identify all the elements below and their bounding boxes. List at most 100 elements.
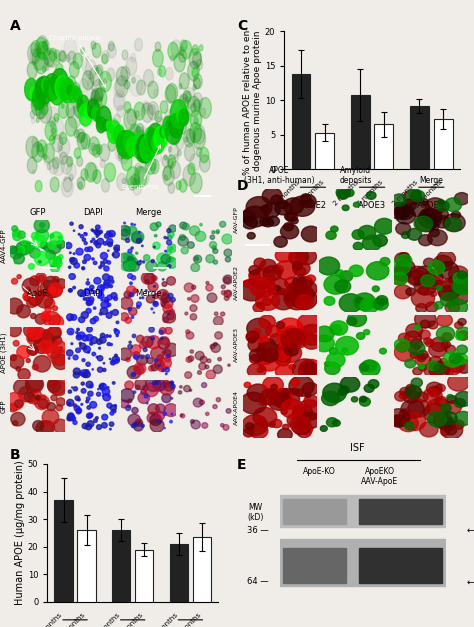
Circle shape: [87, 327, 92, 332]
Circle shape: [80, 343, 86, 349]
Circle shape: [110, 405, 116, 411]
Circle shape: [162, 394, 171, 403]
Circle shape: [47, 346, 60, 359]
Circle shape: [82, 267, 85, 270]
Circle shape: [73, 387, 78, 391]
Circle shape: [123, 131, 136, 152]
Circle shape: [180, 40, 187, 51]
Circle shape: [118, 130, 136, 159]
Circle shape: [27, 345, 38, 356]
Circle shape: [451, 211, 461, 219]
Circle shape: [99, 71, 111, 92]
Circle shape: [141, 272, 155, 284]
Circle shape: [164, 428, 165, 429]
Circle shape: [148, 81, 158, 98]
Circle shape: [88, 297, 94, 302]
Circle shape: [434, 413, 453, 428]
Circle shape: [179, 94, 189, 110]
Circle shape: [137, 335, 144, 342]
Circle shape: [48, 241, 56, 249]
Circle shape: [145, 155, 156, 174]
Circle shape: [289, 249, 309, 265]
Circle shape: [48, 50, 51, 55]
Circle shape: [71, 315, 77, 320]
Circle shape: [410, 191, 425, 202]
Circle shape: [103, 384, 104, 385]
Circle shape: [36, 104, 45, 119]
Circle shape: [38, 275, 45, 281]
Bar: [192, 537, 211, 602]
Circle shape: [213, 404, 217, 409]
Circle shape: [416, 303, 427, 313]
Circle shape: [453, 420, 464, 429]
Circle shape: [162, 125, 170, 137]
Circle shape: [143, 348, 147, 352]
Circle shape: [267, 216, 279, 226]
Circle shape: [399, 333, 410, 342]
Circle shape: [299, 424, 313, 435]
Circle shape: [69, 174, 73, 181]
Circle shape: [188, 61, 199, 81]
Circle shape: [92, 369, 93, 370]
Circle shape: [37, 140, 47, 157]
Circle shape: [228, 364, 230, 366]
Circle shape: [193, 74, 202, 89]
Text: Merge: Merge: [136, 288, 162, 298]
Circle shape: [290, 329, 306, 341]
Circle shape: [108, 396, 109, 397]
Circle shape: [110, 311, 112, 313]
Circle shape: [149, 366, 155, 371]
Circle shape: [415, 214, 437, 232]
Circle shape: [162, 156, 169, 167]
Circle shape: [255, 291, 280, 310]
Circle shape: [127, 108, 137, 125]
Circle shape: [146, 403, 148, 404]
Circle shape: [143, 385, 148, 391]
Circle shape: [200, 155, 210, 172]
Circle shape: [73, 404, 77, 407]
Circle shape: [275, 201, 292, 215]
Circle shape: [253, 303, 264, 312]
Circle shape: [115, 76, 128, 97]
Circle shape: [73, 355, 78, 360]
Circle shape: [191, 419, 194, 423]
Circle shape: [424, 338, 432, 344]
Circle shape: [79, 103, 92, 126]
Circle shape: [424, 404, 447, 423]
Circle shape: [68, 357, 70, 359]
Circle shape: [55, 50, 59, 58]
Circle shape: [51, 381, 67, 396]
Circle shape: [59, 145, 62, 151]
Circle shape: [248, 337, 256, 343]
Circle shape: [400, 387, 410, 396]
Circle shape: [70, 252, 71, 253]
Circle shape: [41, 313, 51, 322]
Circle shape: [102, 414, 108, 420]
Circle shape: [298, 362, 321, 381]
Circle shape: [174, 154, 179, 161]
Circle shape: [440, 292, 458, 307]
Circle shape: [81, 403, 83, 405]
Text: GFP: GFP: [1, 399, 7, 413]
Circle shape: [207, 359, 211, 362]
Circle shape: [96, 106, 111, 131]
Circle shape: [249, 270, 260, 280]
Circle shape: [418, 209, 442, 228]
Circle shape: [99, 293, 104, 298]
Circle shape: [43, 96, 49, 107]
Circle shape: [68, 319, 70, 321]
Circle shape: [81, 48, 84, 54]
Circle shape: [87, 406, 91, 409]
Circle shape: [164, 155, 167, 160]
Circle shape: [144, 394, 148, 398]
Circle shape: [259, 399, 266, 405]
Circle shape: [265, 325, 280, 337]
Circle shape: [392, 416, 406, 427]
Circle shape: [127, 286, 136, 295]
Circle shape: [179, 109, 189, 125]
Circle shape: [199, 363, 206, 370]
Circle shape: [179, 47, 184, 55]
Circle shape: [390, 258, 410, 275]
Circle shape: [107, 68, 115, 81]
Circle shape: [107, 231, 110, 234]
